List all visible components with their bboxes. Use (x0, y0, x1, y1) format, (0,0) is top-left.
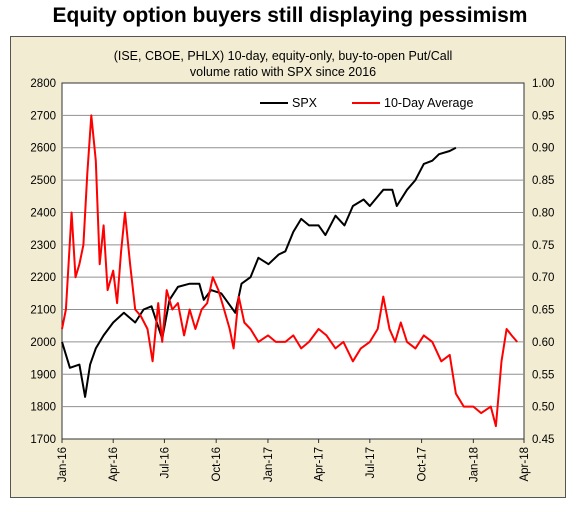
x-tick-label: Jul-16 (159, 447, 171, 478)
x-tick-label: Apr-18 (519, 447, 531, 482)
x-tick-label: Jan-18 (468, 447, 480, 482)
right-tick-label: 0.80 (532, 207, 554, 219)
left-tick-label: 2500 (30, 175, 56, 187)
spx-line (61, 146, 457, 398)
left-tick-label: 1800 (30, 402, 56, 414)
right-axis-labels: 0.45 0.50 0.55 0.60 0.65 0.70 0.75 0.80 0.85 0.90… (532, 78, 554, 446)
grid (62, 114, 524, 408)
right-tick-label: 0.45 (532, 434, 554, 446)
left-tick-label: 2200 (30, 272, 56, 284)
left-tick-label: 2400 (30, 207, 56, 219)
x-tick-label: Oct-16 (211, 447, 223, 482)
left-axis-labels: 1700 1800 1900 2000 2100 2200 2300 2400 2500 2600… (30, 78, 56, 446)
left-tick-label: 1900 (30, 369, 56, 381)
right-tick-label: 1.00 (532, 78, 554, 90)
left-tick-label: 2000 (30, 337, 56, 349)
x-tick-label: Jan-16 (57, 447, 69, 482)
right-tick-label: 0.60 (532, 337, 554, 349)
right-tick-label: 0.85 (532, 175, 554, 187)
x-tick-label: Oct-17 (417, 447, 429, 482)
x-tick-label: Apr-17 (314, 447, 326, 482)
legend: SPX 10-Day Average (260, 96, 473, 110)
right-tick-label: 0.95 (532, 110, 554, 122)
avg-line (61, 114, 518, 428)
right-tick-label: 0.75 (532, 240, 554, 252)
legend-label-spx: SPX (292, 96, 318, 110)
plot-area (61, 82, 525, 440)
x-tick-label: Jul-17 (365, 447, 377, 478)
left-tick-label: 2600 (30, 143, 56, 155)
x-tick-label: Apr-16 (108, 447, 120, 482)
legend-label-avg: 10-Day Average (384, 96, 473, 110)
chart-title-line-1: (ISE, CBOE, PHLX) 10-day, equity-only, b… (114, 49, 453, 63)
right-tick-label: 0.90 (532, 143, 554, 155)
chart-title-line-2: volume ratio with SPX since 2016 (190, 65, 376, 79)
right-tick-label: 0.65 (532, 305, 554, 317)
x-tick-label: Jan-17 (263, 447, 275, 482)
headline: Equity option buyers still displaying pe… (52, 4, 528, 27)
right-tick-label: 0.70 (532, 272, 554, 284)
right-tick-label: 0.50 (532, 402, 554, 414)
left-tick-label: 2300 (30, 240, 56, 252)
right-tick-label: 0.55 (532, 369, 554, 381)
x-axis-labels: Jan-16 Apr-16 Jul-16 Oct-16 Jan-17 Apr-17 Jul-… (57, 439, 531, 482)
series-lines (61, 114, 518, 428)
left-tick-label: 2100 (30, 305, 56, 317)
left-tick-label: 2800 (30, 78, 56, 90)
left-tick-label: 1700 (30, 434, 56, 446)
left-tick-label: 2700 (30, 110, 56, 122)
